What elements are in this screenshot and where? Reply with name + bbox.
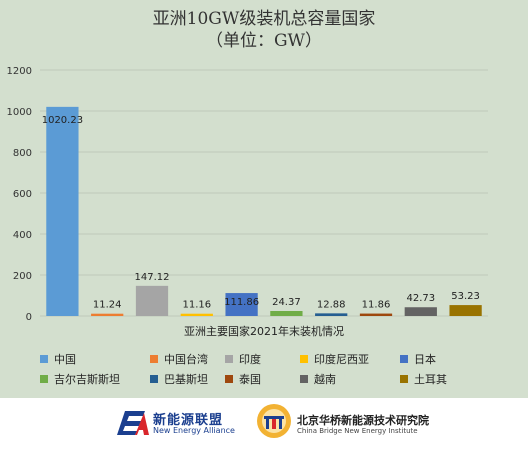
legend-item-7: 泰国 (225, 371, 261, 387)
legend-swatch (150, 355, 158, 363)
legend-swatch (400, 375, 408, 383)
y-axis-ticks: 0 200 400 600 800 1000 1200 (7, 66, 32, 323)
legend-item-8: 越南 (300, 371, 336, 387)
legend-item-4: 日本 (400, 351, 436, 367)
legend-label: 巴基斯坦 (164, 373, 208, 386)
legend-label: 土耳其 (414, 373, 447, 386)
data-label-4: 111.86 (224, 297, 259, 308)
data-label-9: 53.23 (451, 291, 480, 302)
y-tick-label: 200 (13, 271, 32, 282)
data-label-8: 42.73 (406, 293, 435, 304)
chart-title: 亚洲10GW级装机总容量国家 (152, 9, 376, 29)
legend-item-0: 中国 (40, 351, 76, 367)
bar-chart: 0 200 400 600 800 1000 1200 1020.23 11.24 147.12… (7, 66, 488, 323)
legend-swatch (225, 355, 233, 363)
data-label-2: 147.12 (135, 272, 170, 283)
bar-7 (359, 313, 393, 316)
chart-subtitle: （单位：GW） (205, 31, 323, 51)
ea-logo-cn-text: 新能源联盟 (153, 413, 224, 428)
legend-item-1: 中国台湾 (150, 351, 208, 367)
y-tick-label: 1200 (7, 66, 32, 77)
bar-6 (315, 313, 348, 316)
bar-0 (46, 106, 79, 317)
legend-label: 印度尼西亚 (314, 353, 369, 366)
data-label-3: 11.16 (182, 300, 211, 311)
data-label-1: 11.24 (93, 300, 122, 311)
bars (46, 106, 482, 317)
legend-label: 吉尔吉斯斯坦 (54, 373, 120, 386)
legend-swatch (300, 355, 308, 363)
legend-label: 日本 (414, 353, 436, 366)
chart-panel (0, 0, 528, 398)
footer: 新能源联盟 New Energy Alliance 北京华桥新能源技术研究院 C… (0, 398, 528, 449)
bar-3 (180, 313, 213, 316)
data-label-7: 11.86 (362, 300, 391, 311)
legend-item-5: 吉尔吉斯斯坦 (40, 371, 120, 387)
y-tick-label: 400 (13, 230, 32, 241)
new-energy-alliance-logo: 新能源联盟 New Energy Alliance (115, 407, 235, 441)
data-labels: 1020.23 11.24 147.12 11.16 111.86 24.37 12.88 1… (42, 115, 480, 311)
legend-swatch (40, 375, 48, 383)
y-tick-label: 0 (26, 312, 32, 323)
legend-label: 泰国 (239, 373, 261, 386)
x-axis-label: 亚洲主要国家2021年末装机情况 (184, 325, 344, 338)
y-tick-label: 600 (13, 189, 32, 200)
legend-swatch (40, 355, 48, 363)
legend-label: 中国 (54, 353, 76, 366)
legend-label: 越南 (314, 373, 336, 386)
legend-item-3: 印度尼西亚 (300, 351, 369, 367)
y-tick-label: 1000 (7, 107, 32, 118)
bar-8 (404, 307, 437, 316)
bar-2 (135, 285, 169, 316)
data-label-5: 24.37 (272, 297, 301, 308)
legend-swatch (225, 375, 233, 383)
legend-item-2: 印度 (225, 351, 261, 367)
ea-logo-en-text: New Energy Alliance (153, 426, 235, 435)
bar-1 (91, 313, 124, 316)
legend-item-9: 土耳其 (400, 371, 447, 387)
grid-lines (40, 69, 488, 317)
bar-9 (449, 305, 482, 316)
legend-label: 印度 (239, 353, 261, 366)
legend-swatch (150, 375, 158, 383)
china-bridge-en-text: China Bridge New Energy Institute (297, 427, 418, 435)
legend-label: 中国台湾 (164, 353, 208, 366)
china-bridge-logo: 北京华桥新能源技术研究院 China Bridge New Energy Ins… (255, 402, 455, 444)
legend-item-6: 巴基斯坦 (150, 371, 208, 387)
china-bridge-cn-text: 北京华桥新能源技术研究院 (297, 414, 429, 427)
ea-logo-icon (117, 411, 149, 435)
y-tick-label: 800 (13, 148, 32, 159)
bar-5 (270, 311, 303, 316)
china-bridge-logo-icon (257, 404, 291, 438)
data-label-6: 12.88 (317, 299, 346, 310)
legend-swatch (300, 375, 308, 383)
data-label-0: 1020.23 (42, 115, 83, 126)
bar-4 (225, 293, 258, 316)
legend-swatch (400, 355, 408, 363)
